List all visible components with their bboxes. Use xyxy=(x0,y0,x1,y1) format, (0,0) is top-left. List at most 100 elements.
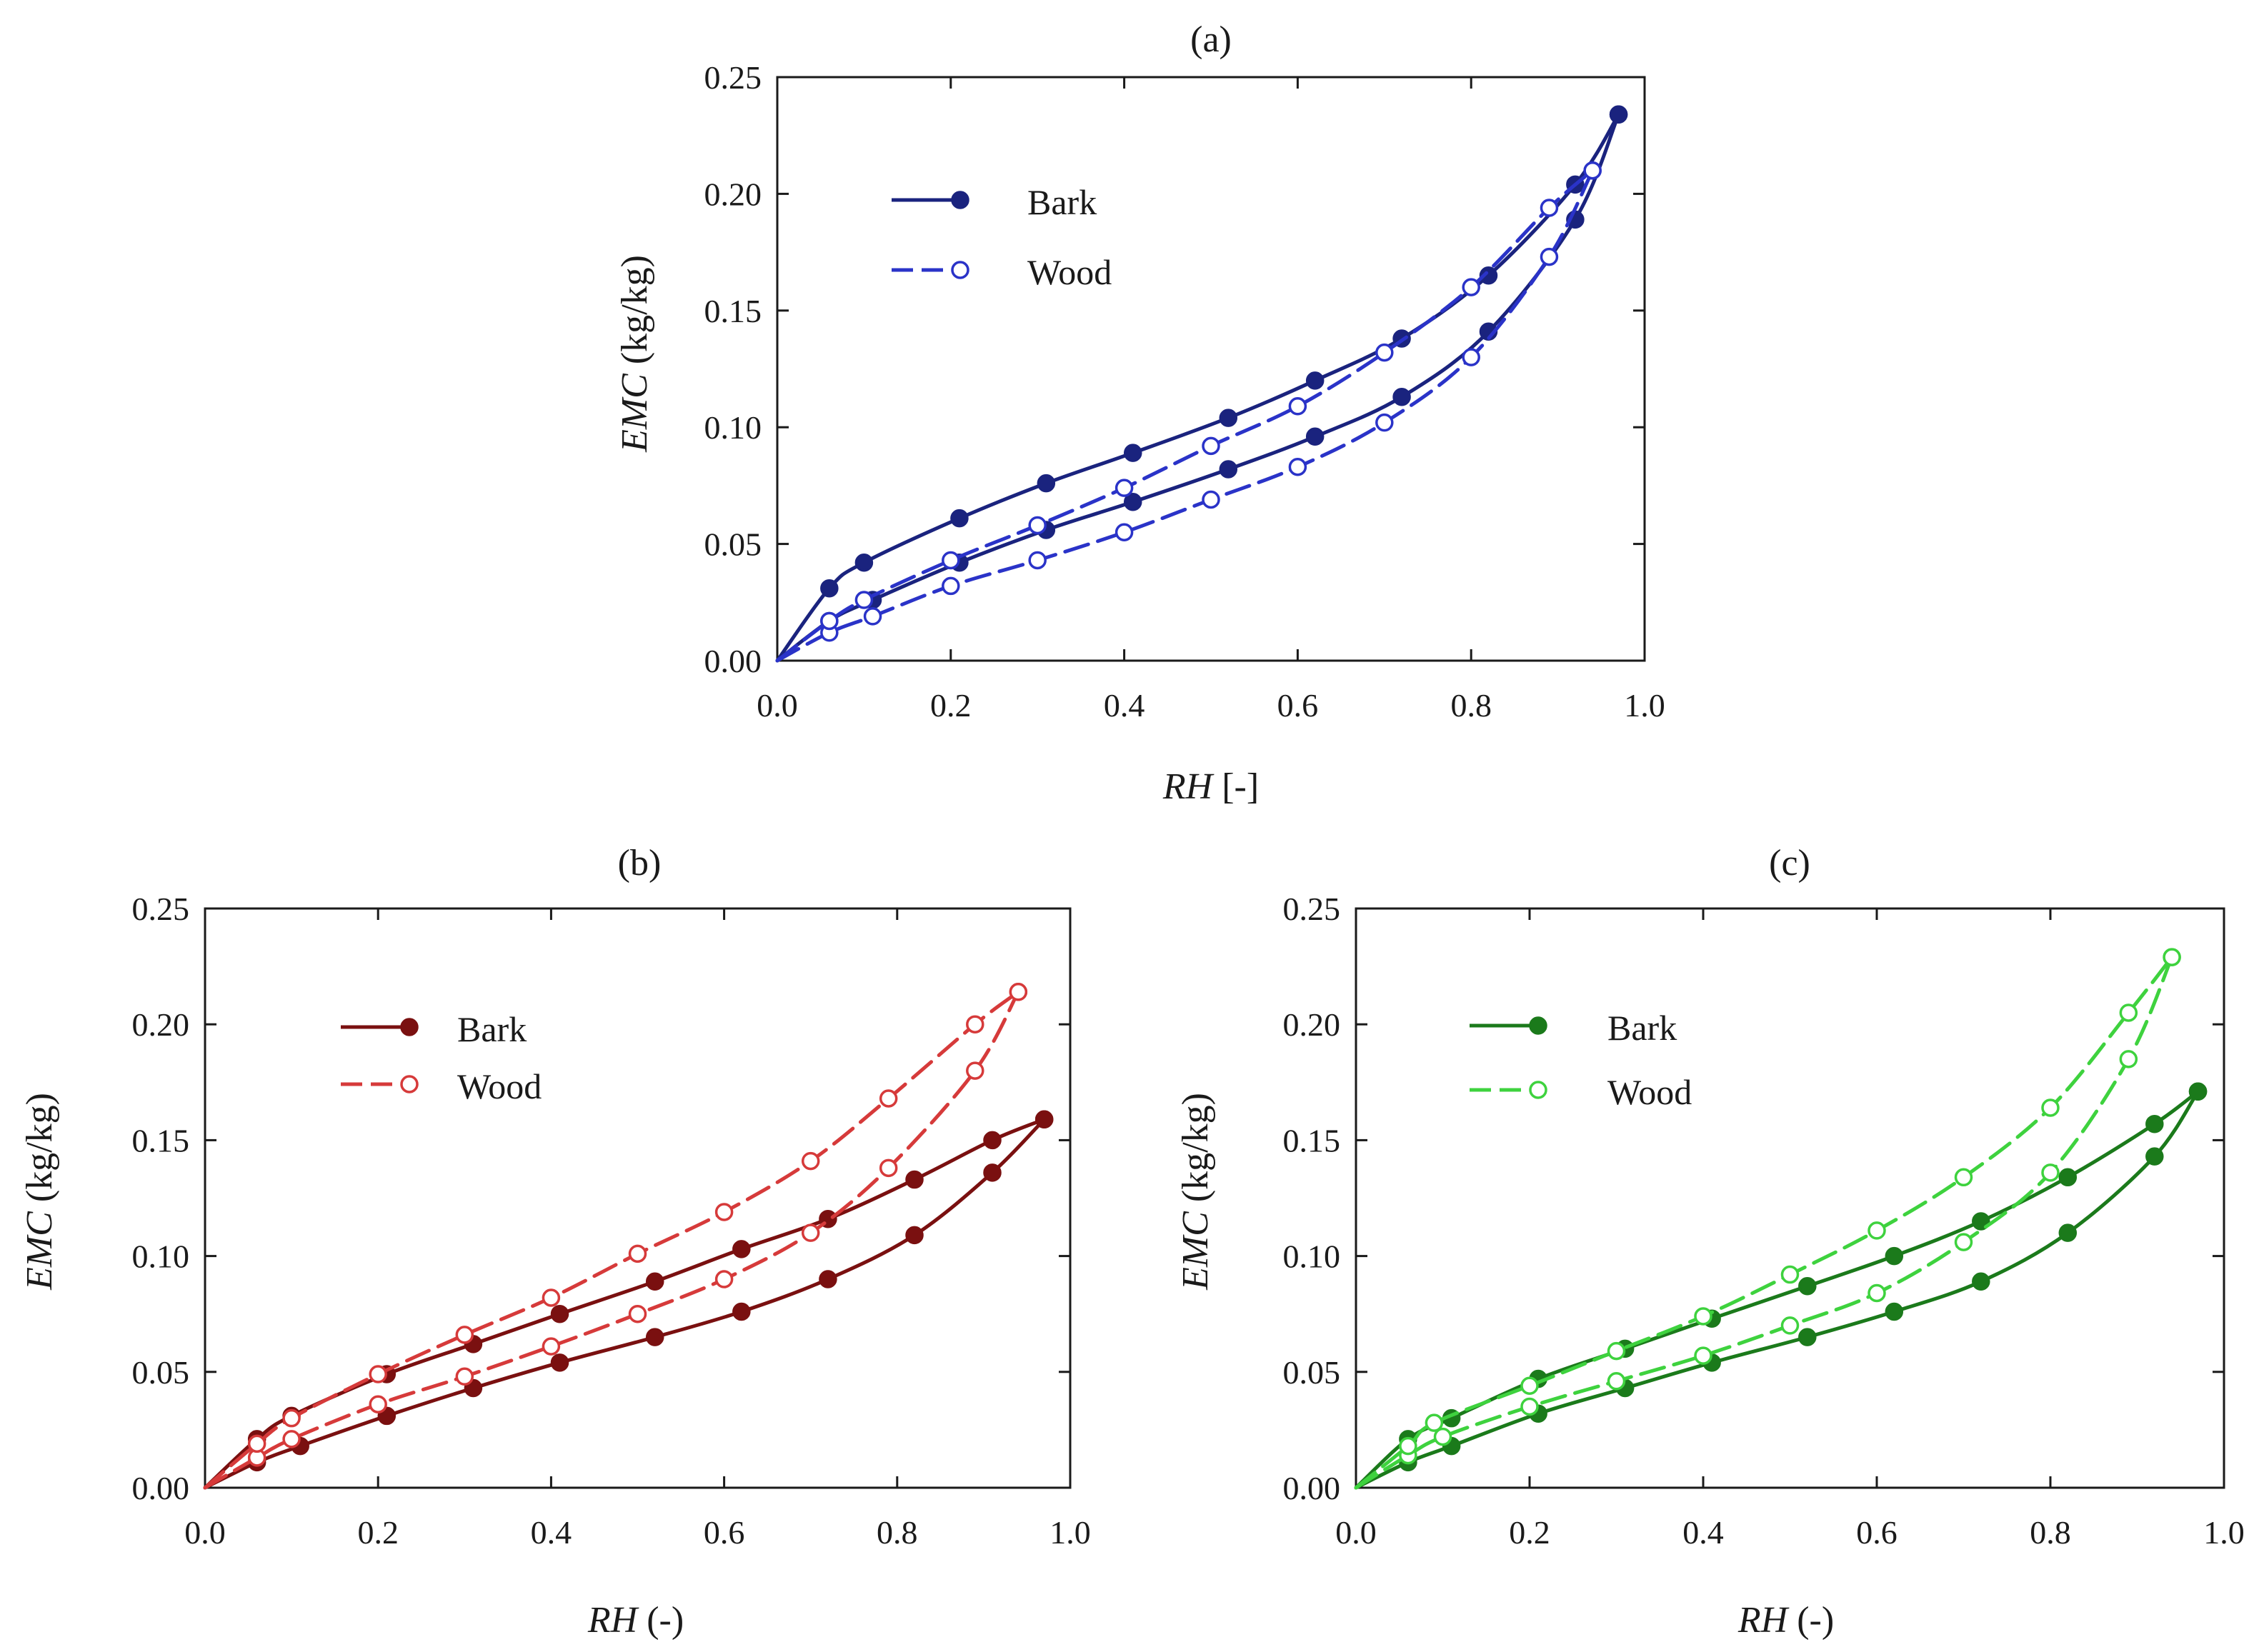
data-point-wood xyxy=(1780,1265,1800,1284)
x-axis-unit: (-) xyxy=(637,1600,684,1641)
data-point-wood xyxy=(942,576,960,596)
legend-label-bark: Bark xyxy=(457,1009,527,1049)
data-point-bark xyxy=(1305,371,1325,390)
data-point-bark xyxy=(1034,1110,1054,1128)
data-point-bark xyxy=(1219,409,1238,427)
x-axis-variable: RH xyxy=(1737,1600,1790,1641)
legend-label-wood: Wood xyxy=(1027,252,1112,292)
data-point-wood xyxy=(1375,413,1394,432)
data-point-wood xyxy=(1114,523,1134,542)
x-tick-label: 0.2 xyxy=(1509,1514,1550,1551)
legend-label-wood: Wood xyxy=(1607,1072,1692,1112)
x-axis-variable: RH xyxy=(587,1600,639,1641)
panel-title: (a) xyxy=(1190,19,1232,60)
x-axis-title: RH [-] xyxy=(1162,766,1259,807)
data-point-bark xyxy=(983,1131,1002,1150)
y-axis-title: EMC (kg/kg) xyxy=(1175,1093,1216,1291)
data-point-wood xyxy=(1202,490,1220,509)
data-point-wood xyxy=(1607,1372,1626,1391)
data-point-bark xyxy=(1885,1302,1904,1321)
y-tick-label: 0.25 xyxy=(1283,891,1341,927)
panel-title: (b) xyxy=(618,843,662,883)
data-point-wood xyxy=(1867,1283,1886,1303)
series-line-wood-adsorption xyxy=(203,990,1020,1490)
x-tick-label: 0.6 xyxy=(1277,687,1319,724)
data-point-bark xyxy=(732,1302,751,1321)
y-axis-unit: (kg/kg) xyxy=(614,255,655,374)
y-tick-label: 0.15 xyxy=(1283,1122,1341,1158)
data-point-wood xyxy=(455,1326,474,1344)
legend-marker-bark xyxy=(1529,1016,1547,1035)
data-point-wood xyxy=(1583,161,1602,180)
data-point-wood xyxy=(854,591,874,609)
data-point-bark xyxy=(983,1163,1002,1182)
data-point-wood xyxy=(1540,247,1559,266)
x-tick-label: 1.0 xyxy=(1624,687,1665,724)
legend-marker-bark xyxy=(400,1018,419,1036)
data-point-wood xyxy=(369,1395,387,1413)
data-point-wood xyxy=(1028,516,1047,535)
data-point-wood xyxy=(1425,1413,1444,1432)
data-point-wood xyxy=(1202,436,1220,456)
panel-b: (b) RH (-) EMC (kg/kg) Bark Wood 0.0 0.2 0… xyxy=(19,843,1091,1641)
plot-frame xyxy=(1355,907,2225,1489)
data-point-bark xyxy=(905,1226,924,1245)
data-point-bark xyxy=(732,1240,751,1258)
data-point-wood xyxy=(714,1270,734,1288)
data-point-bark xyxy=(645,1272,664,1291)
data-point-wood xyxy=(1114,479,1134,497)
data-point-wood xyxy=(369,1365,387,1383)
y-tick-label: 0.15 xyxy=(132,1122,190,1158)
data-point-bark xyxy=(2058,1223,2078,1242)
x-tick-label: 1.0 xyxy=(2203,1514,2245,1551)
x-axis-title: RH (-) xyxy=(1737,1600,1834,1641)
data-point-wood xyxy=(1462,348,1480,366)
data-point-bark xyxy=(1972,1212,1990,1231)
data-point-bark xyxy=(1798,1328,1817,1346)
data-point-bark xyxy=(645,1328,664,1346)
data-point-wood xyxy=(2119,1003,2138,1022)
data-point-wood xyxy=(1520,1397,1539,1416)
data-point-wood xyxy=(1375,343,1394,362)
data-point-wood xyxy=(1780,1316,1800,1335)
y-tick-label: 0.20 xyxy=(132,1006,190,1043)
data-point-wood xyxy=(1540,199,1559,217)
x-axis-unit: [-] xyxy=(1212,766,1259,807)
plot-frame xyxy=(776,76,1646,662)
data-point-wood xyxy=(714,1203,734,1221)
data-point-wood xyxy=(801,1151,820,1171)
y-tick-label: 0.00 xyxy=(704,643,762,679)
data-point-wood xyxy=(282,1430,301,1448)
x-tick-label: 0.6 xyxy=(704,1514,745,1551)
data-point-wood xyxy=(542,1288,561,1307)
x-axis-title: RH (-) xyxy=(587,1600,684,1641)
x-tick-label: 0.0 xyxy=(1335,1514,1377,1551)
data-point-wood xyxy=(1954,1233,1973,1251)
data-point-wood xyxy=(2041,1098,2060,1117)
data-point-wood xyxy=(1028,551,1047,570)
data-point-bark xyxy=(1123,493,1142,511)
data-point-wood xyxy=(247,1434,266,1453)
y-tick-label: 0.15 xyxy=(704,293,762,329)
data-point-wood xyxy=(455,1367,474,1386)
y-tick-label: 0.25 xyxy=(704,59,762,96)
data-point-bark xyxy=(1972,1272,1990,1291)
data-point-wood xyxy=(1607,1341,1626,1361)
panel-title: (c) xyxy=(1769,843,1810,883)
x-tick-label: 0.8 xyxy=(877,1514,918,1551)
data-point-bark xyxy=(1305,427,1325,446)
y-tick-label: 0.20 xyxy=(704,176,762,212)
series-line-bark-desorption xyxy=(1354,1089,2200,1490)
x-tick-label: 0.4 xyxy=(1104,687,1145,724)
data-point-wood xyxy=(282,1408,301,1428)
data-point-wood xyxy=(1694,1346,1712,1365)
data-point-bark xyxy=(1123,444,1142,462)
data-point-bark xyxy=(1885,1246,1904,1266)
y-tick-label: 0.10 xyxy=(1283,1238,1341,1275)
data-point-wood xyxy=(1009,983,1028,1001)
data-point-bark xyxy=(1392,387,1411,406)
y-tick-label: 0.25 xyxy=(132,891,190,927)
series-line-bark-adsorption xyxy=(775,112,1621,663)
y-axis-unit: (kg/kg) xyxy=(19,1093,60,1211)
